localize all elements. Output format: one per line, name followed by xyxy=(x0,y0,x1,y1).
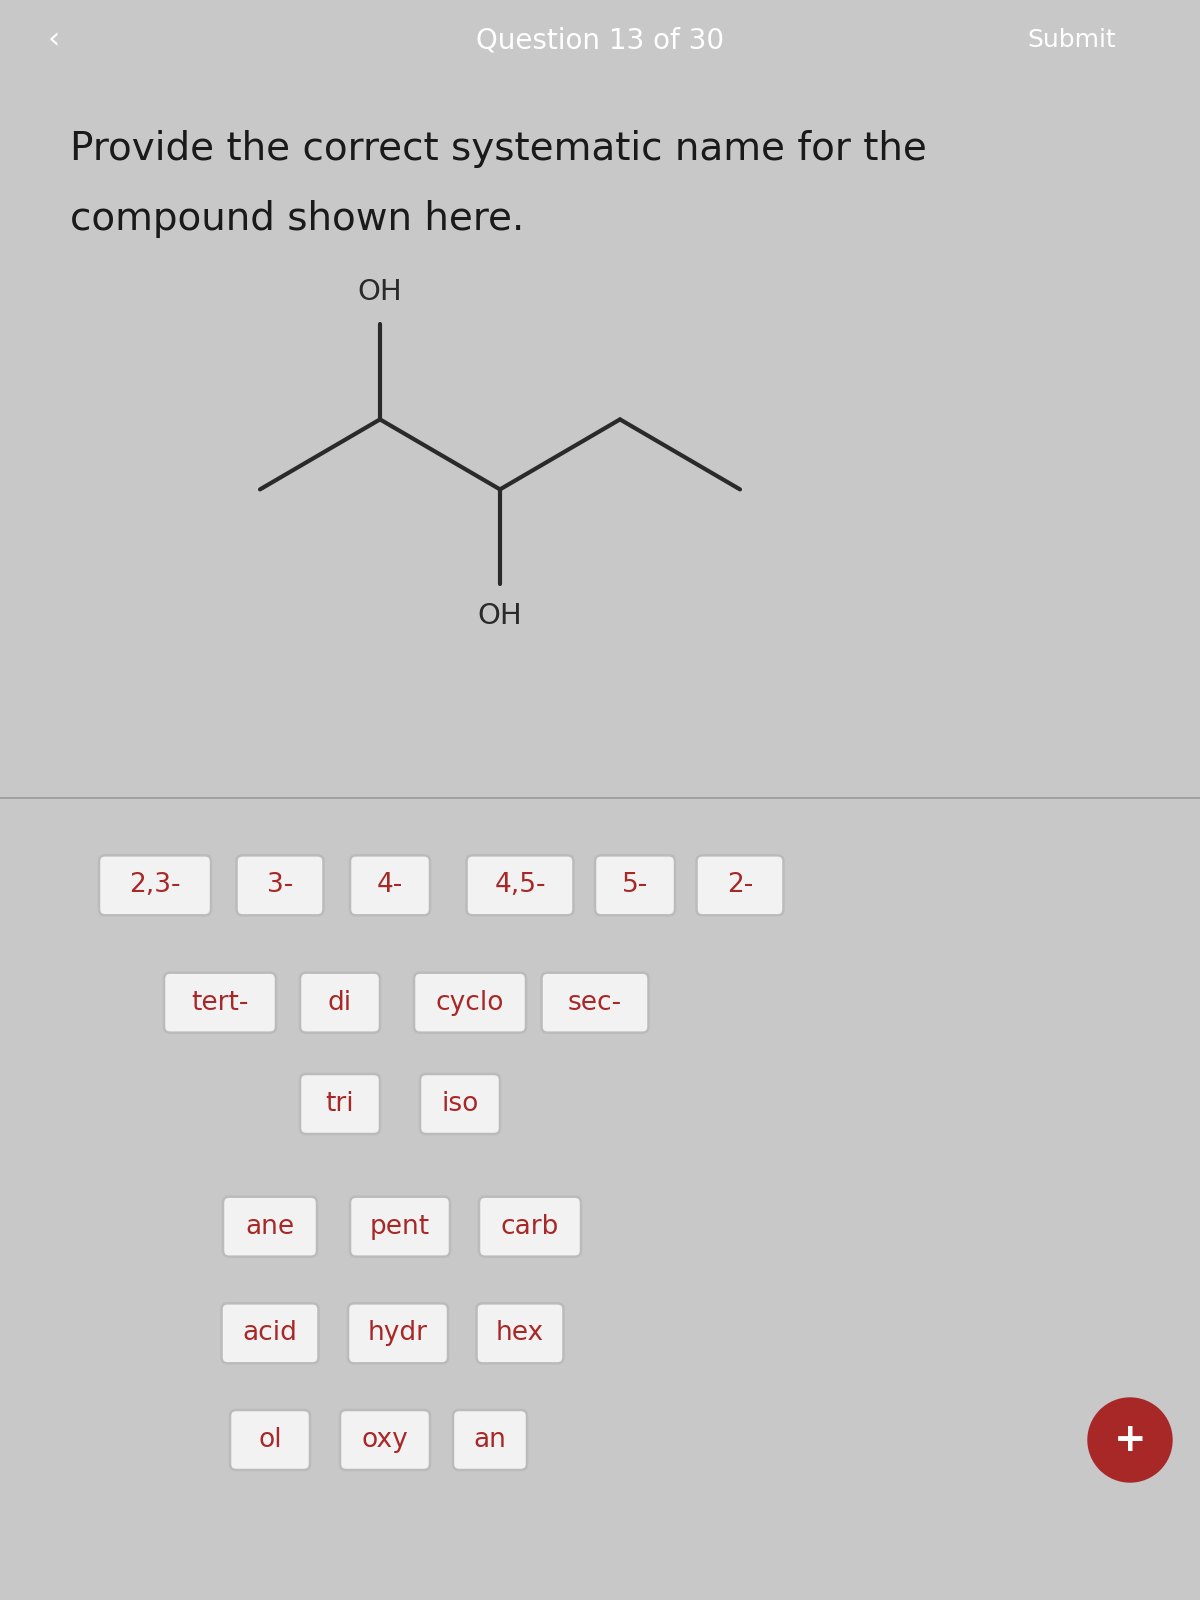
FancyBboxPatch shape xyxy=(467,856,574,915)
Text: 3-: 3- xyxy=(266,872,293,898)
Text: 2-: 2- xyxy=(727,872,754,898)
Text: ‹: ‹ xyxy=(48,26,60,54)
FancyBboxPatch shape xyxy=(454,1410,527,1470)
Text: compound shown here.: compound shown here. xyxy=(70,200,524,238)
Text: oxy: oxy xyxy=(361,1427,408,1453)
Text: pent: pent xyxy=(370,1214,430,1240)
FancyBboxPatch shape xyxy=(414,973,526,1032)
Circle shape xyxy=(1088,1398,1172,1482)
FancyBboxPatch shape xyxy=(696,856,784,915)
FancyBboxPatch shape xyxy=(476,1304,564,1363)
FancyBboxPatch shape xyxy=(164,973,276,1032)
FancyBboxPatch shape xyxy=(98,856,211,915)
Text: acid: acid xyxy=(242,1320,298,1346)
Text: hex: hex xyxy=(496,1320,544,1346)
FancyBboxPatch shape xyxy=(222,1304,318,1363)
Text: hydr: hydr xyxy=(368,1320,428,1346)
Text: tert-: tert- xyxy=(191,990,248,1016)
FancyBboxPatch shape xyxy=(350,1197,450,1256)
FancyBboxPatch shape xyxy=(350,856,430,915)
FancyBboxPatch shape xyxy=(300,1074,380,1134)
FancyBboxPatch shape xyxy=(230,1410,310,1470)
Text: +: + xyxy=(1114,1421,1146,1459)
Text: 2,3-: 2,3- xyxy=(130,872,181,898)
Text: OH: OH xyxy=(358,278,402,307)
Text: tri: tri xyxy=(325,1091,354,1117)
Text: 4-: 4- xyxy=(377,872,403,898)
Text: cyclo: cyclo xyxy=(436,990,504,1016)
Text: Question 13 of 30: Question 13 of 30 xyxy=(476,26,724,54)
FancyBboxPatch shape xyxy=(541,973,648,1032)
FancyBboxPatch shape xyxy=(236,856,324,915)
Text: ol: ol xyxy=(258,1427,282,1453)
FancyBboxPatch shape xyxy=(348,1304,448,1363)
Text: an: an xyxy=(474,1427,506,1453)
Text: carb: carb xyxy=(500,1214,559,1240)
Text: OH: OH xyxy=(478,603,522,630)
Text: di: di xyxy=(328,990,352,1016)
Text: Submit: Submit xyxy=(1027,27,1116,51)
Text: 4,5-: 4,5- xyxy=(494,872,546,898)
Text: sec-: sec- xyxy=(568,990,622,1016)
FancyBboxPatch shape xyxy=(595,856,674,915)
FancyBboxPatch shape xyxy=(479,1197,581,1256)
FancyBboxPatch shape xyxy=(420,1074,500,1134)
FancyBboxPatch shape xyxy=(223,1197,317,1256)
Text: ane: ane xyxy=(246,1214,294,1240)
FancyBboxPatch shape xyxy=(340,1410,430,1470)
Text: Provide the correct systematic name for the: Provide the correct systematic name for … xyxy=(70,130,926,168)
FancyBboxPatch shape xyxy=(300,973,380,1032)
Text: 5-: 5- xyxy=(622,872,648,898)
Text: iso: iso xyxy=(442,1091,479,1117)
